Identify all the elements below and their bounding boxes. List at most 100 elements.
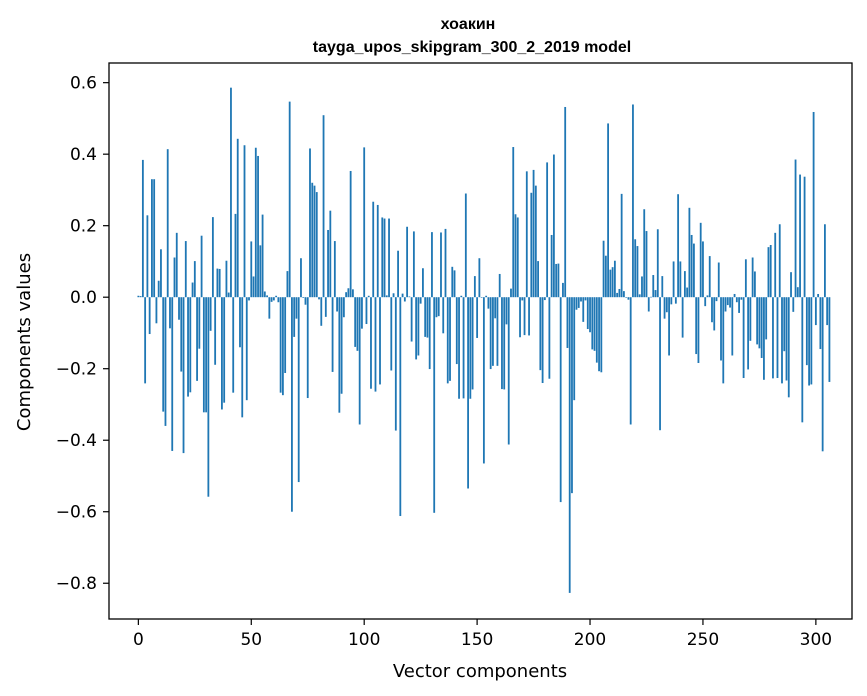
bar	[530, 192, 533, 298]
bar	[187, 297, 189, 397]
bar	[760, 297, 763, 358]
y-tick-label: −0.8	[56, 574, 97, 594]
bar	[819, 297, 822, 350]
bar	[327, 229, 329, 298]
bar	[589, 297, 591, 333]
bar	[602, 240, 605, 298]
bar	[431, 232, 433, 298]
bar	[677, 194, 680, 298]
bar	[297, 297, 300, 483]
bar	[507, 297, 510, 445]
x-axis-ticks: 0 50 100 150 200 250 300	[133, 619, 832, 650]
bar	[510, 288, 512, 298]
bar	[275, 295, 278, 298]
bar	[781, 297, 783, 384]
bar	[634, 239, 637, 298]
bar	[537, 261, 539, 298]
bar	[753, 271, 756, 298]
bar	[473, 276, 476, 298]
bar	[672, 261, 675, 298]
bar	[618, 288, 621, 298]
bar	[729, 297, 731, 308]
bar	[141, 159, 144, 298]
bar	[169, 297, 171, 329]
bar	[733, 293, 736, 298]
bar	[607, 123, 609, 298]
bar	[568, 297, 571, 593]
bar	[311, 182, 314, 298]
bar	[424, 297, 427, 337]
bar	[392, 293, 395, 298]
bar	[706, 295, 709, 298]
bar	[460, 295, 463, 298]
bar	[193, 261, 196, 298]
bar	[455, 297, 458, 365]
bar	[175, 232, 178, 298]
bar	[595, 297, 598, 363]
bar	[496, 297, 499, 366]
bar	[715, 297, 718, 302]
bar	[227, 292, 230, 298]
bar	[636, 246, 639, 298]
bar	[799, 174, 801, 298]
x-tick-label: 150	[461, 630, 493, 650]
bar	[309, 148, 311, 298]
bar	[738, 297, 740, 313]
bar	[173, 257, 176, 298]
bar	[471, 297, 474, 390]
bar	[674, 297, 677, 304]
bar	[216, 268, 219, 298]
bar	[162, 297, 165, 412]
bar	[555, 263, 558, 298]
bar	[180, 297, 183, 372]
bar	[410, 297, 413, 342]
bar	[354, 297, 357, 347]
bar	[403, 297, 406, 302]
bar	[792, 297, 795, 312]
bar	[566, 297, 569, 348]
bar	[679, 261, 682, 298]
bar	[259, 245, 262, 298]
bar	[435, 297, 438, 318]
bar	[683, 271, 686, 298]
bar	[422, 268, 424, 298]
bar	[221, 297, 223, 410]
bar	[214, 297, 217, 365]
bar	[487, 297, 490, 309]
bar	[609, 269, 612, 298]
bar	[164, 297, 167, 426]
bar	[442, 297, 445, 334]
bar	[580, 297, 582, 302]
bar	[361, 297, 363, 329]
bar	[647, 297, 650, 312]
bar	[279, 297, 282, 393]
bar	[372, 201, 375, 298]
bar	[196, 297, 198, 381]
bar	[801, 297, 804, 423]
bar	[670, 297, 673, 305]
bar	[803, 176, 806, 298]
bar	[532, 169, 535, 298]
bar	[263, 291, 266, 298]
bar	[808, 297, 810, 386]
bar	[261, 214, 264, 298]
chart-title: хоакин	[441, 16, 496, 33]
bar	[519, 297, 521, 338]
bar	[415, 297, 418, 360]
bar	[776, 297, 779, 379]
bar	[277, 297, 280, 303]
bar	[772, 297, 774, 379]
bar	[616, 292, 619, 298]
bar	[291, 297, 293, 512]
bar	[223, 297, 226, 403]
bar	[383, 218, 386, 298]
bar	[155, 297, 158, 324]
x-tick-label: 300	[800, 630, 832, 650]
bar	[245, 297, 248, 401]
bar	[717, 262, 720, 298]
bar	[582, 297, 585, 322]
bar	[652, 275, 655, 298]
bar	[333, 241, 336, 298]
bar	[516, 217, 519, 298]
